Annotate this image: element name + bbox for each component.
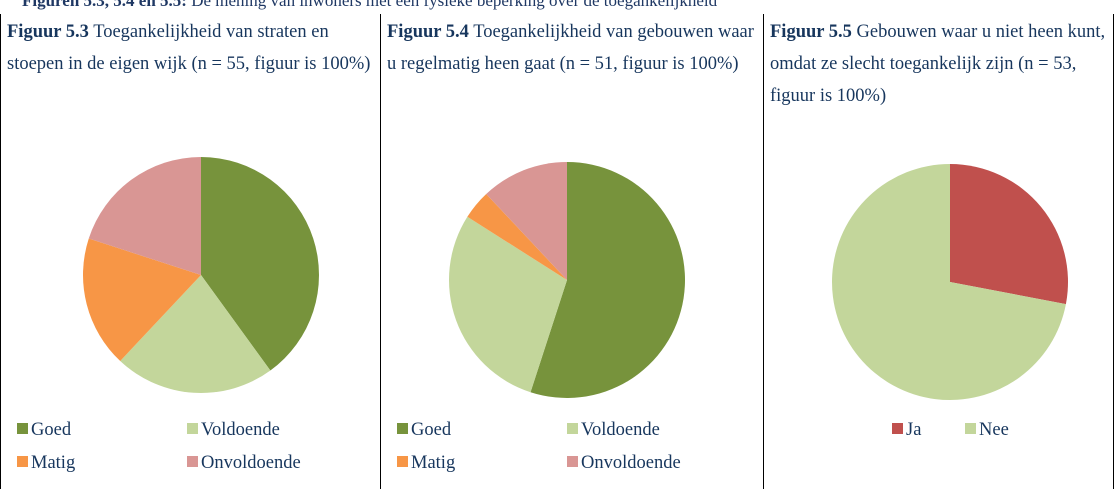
legend-swatch bbox=[567, 456, 578, 467]
legend-swatch bbox=[17, 423, 28, 434]
pie-slice bbox=[950, 164, 1068, 305]
legend-label: Goed bbox=[411, 420, 452, 440]
figure-number: Figuur 5.3 bbox=[7, 22, 89, 42]
legend-label: Ja bbox=[906, 420, 922, 440]
legend-item: Matig bbox=[397, 453, 455, 474]
legend-label: Voldoende bbox=[581, 420, 660, 440]
pie-slice bbox=[449, 216, 567, 393]
legend-label: Goed bbox=[31, 420, 72, 440]
caption-number: Figuren 5.3, 5.4 en 5.5: bbox=[22, 0, 187, 10]
legend-item: Onvoldoende bbox=[187, 453, 301, 474]
legend-item: Goed bbox=[17, 420, 71, 441]
legend-label: Voldoende bbox=[201, 420, 280, 440]
pie-slice bbox=[88, 157, 201, 275]
legend-swatch bbox=[567, 423, 578, 434]
panel: Figuur 5.5 Gebouwen waar u niet heen kun… bbox=[763, 14, 1114, 489]
pie-slice bbox=[82, 238, 201, 362]
panel-title: Figuur 5.4 Toegankelijkheid van gebouwen… bbox=[387, 16, 757, 80]
pie-chart bbox=[82, 157, 319, 393]
panel: Figuur 5.4 Toegankelijkheid van gebouwen… bbox=[380, 14, 763, 489]
pie-slice bbox=[467, 193, 567, 280]
legend-swatch bbox=[397, 456, 408, 467]
panels: Figuur 5.3 Toegankelijkheid van straten … bbox=[0, 14, 1114, 489]
caption: Figuren 5.3, 5.4 en 5.5: De mening van i… bbox=[22, 0, 717, 11]
legend-label: Matig bbox=[31, 453, 76, 473]
pie-chart bbox=[449, 162, 685, 398]
legend-item: Matig bbox=[17, 453, 75, 474]
pie-slice bbox=[832, 164, 1066, 400]
pie-chart bbox=[832, 164, 1068, 400]
figure-number: Figuur 5.4 bbox=[387, 22, 469, 42]
legend-label: Onvoldoende bbox=[201, 453, 301, 473]
legend-swatch bbox=[187, 423, 198, 434]
panel-title: Figuur 5.5 Gebouwen waar u niet heen kun… bbox=[770, 16, 1107, 112]
figure-title: Toegankelijkheid van straten en stoepen … bbox=[7, 22, 371, 74]
pie-slice bbox=[120, 275, 271, 393]
panel: Figuur 5.3 Toegankelijkheid van straten … bbox=[0, 14, 380, 489]
legend-swatch bbox=[17, 456, 28, 467]
legend-swatch bbox=[187, 456, 198, 467]
figure-number: Figuur 5.5 bbox=[770, 22, 852, 42]
figure-title: Toegankelijkheid van gebouwen waar u reg… bbox=[387, 22, 754, 74]
legend-item: Nee bbox=[965, 420, 1009, 441]
legend-item: Ja bbox=[892, 420, 921, 441]
legend-item: Voldoende bbox=[187, 420, 280, 441]
legend-item: Goed bbox=[397, 420, 451, 441]
figure-title: Gebouwen waar u niet heen kunt, omdat ze… bbox=[770, 22, 1106, 106]
panel-title: Figuur 5.3 Toegankelijkheid van straten … bbox=[7, 16, 374, 80]
pie-slice bbox=[486, 162, 567, 280]
legend-label: Matig bbox=[411, 453, 456, 473]
legend-item: Voldoende bbox=[567, 420, 660, 441]
legend-swatch bbox=[965, 423, 976, 434]
legend-label: Nee bbox=[979, 420, 1009, 440]
pie-slice bbox=[201, 157, 319, 371]
legend-swatch bbox=[397, 423, 408, 434]
legend-label: Onvoldoende bbox=[581, 453, 681, 473]
legend-swatch bbox=[892, 423, 903, 434]
legend-item: Onvoldoende bbox=[567, 453, 681, 474]
pie-slice bbox=[530, 162, 685, 398]
caption-text: De mening van inwoners met een fysieke b… bbox=[191, 0, 718, 10]
